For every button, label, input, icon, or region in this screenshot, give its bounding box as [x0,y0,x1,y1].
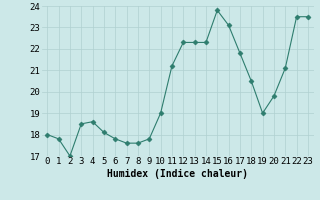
X-axis label: Humidex (Indice chaleur): Humidex (Indice chaleur) [107,169,248,179]
